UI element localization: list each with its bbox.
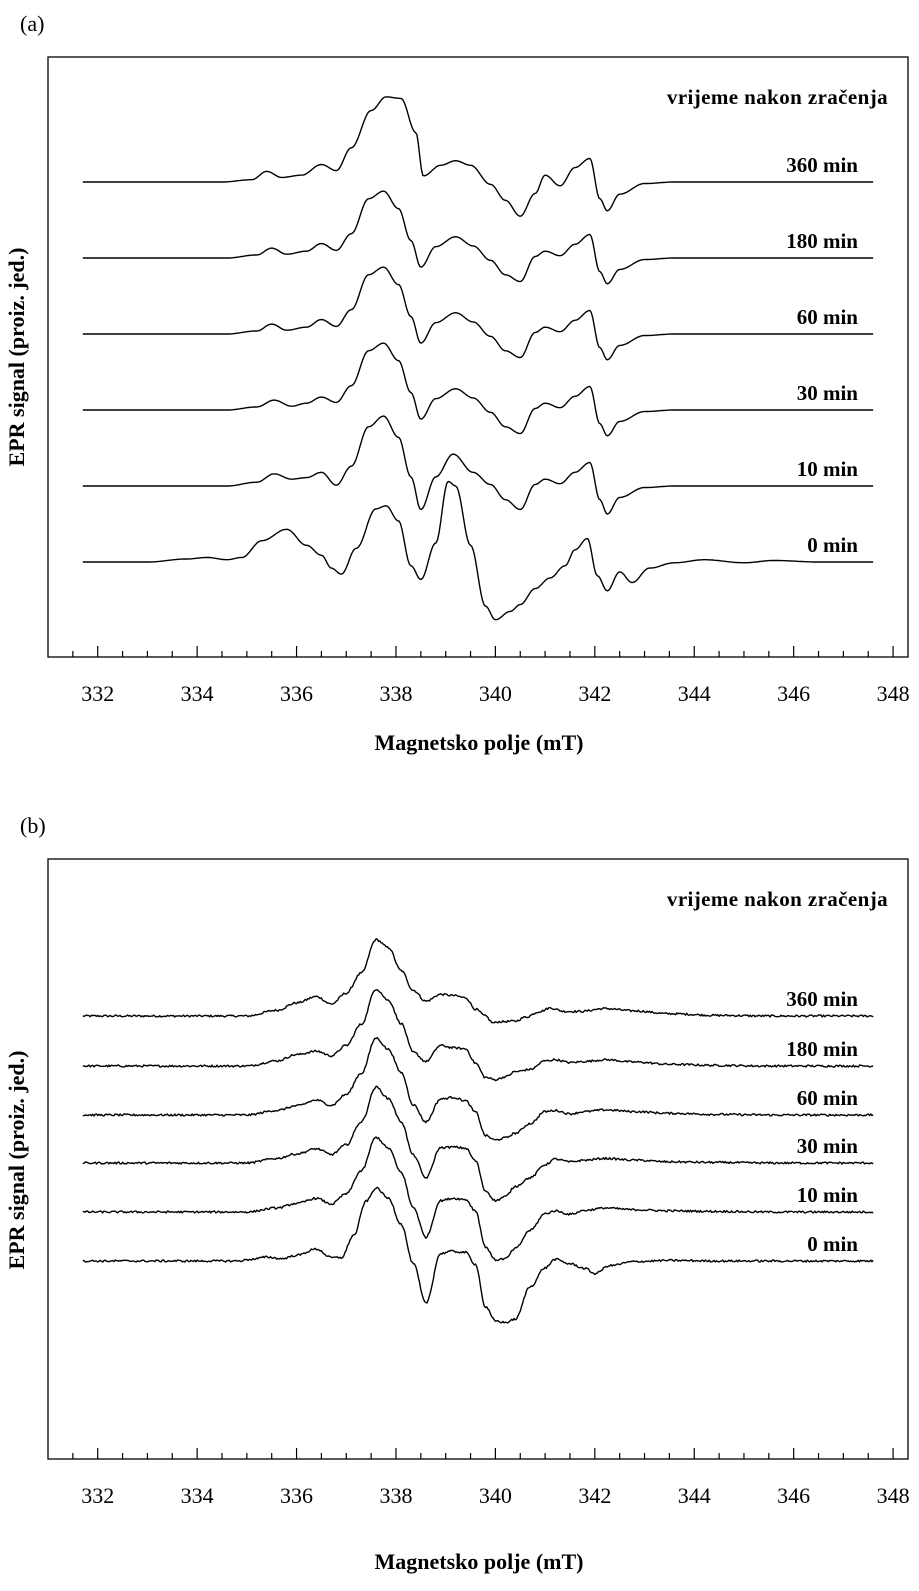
- panel-a: (a) 360 min 180 min 60 min 30 min 10 min 0 mi…: [4, 11, 910, 755]
- series-label-10-min: 10 min: [797, 457, 859, 481]
- series-label-60-min: 60 min: [797, 1086, 859, 1110]
- x-tick-label: 344: [678, 1483, 711, 1508]
- x-tick-label: 340: [479, 1483, 512, 1508]
- panel-b-letter: (b): [20, 813, 46, 838]
- series-label-360-min: 360 min: [786, 987, 858, 1011]
- x-tick-label: 334: [181, 681, 214, 706]
- panel-a-frame: [47, 56, 909, 658]
- epr-trace-10-min: [82, 415, 874, 515]
- panel-a-tick-labels: 332 334 336 338 340 342 344 346 348: [81, 681, 909, 706]
- panel-a-x-axis-title: Magnetsko polje (mT): [375, 730, 584, 755]
- x-tick-label: 346: [777, 681, 810, 706]
- epr-trace-180-min: [82, 190, 874, 285]
- panel-b-x-axis-title: Magnetsko polje (mT): [375, 1549, 584, 1574]
- series-label-30-min: 30 min: [797, 381, 859, 405]
- series-label-30-min: 30 min: [797, 1134, 859, 1158]
- panel-b-y-axis-title: EPR signal (proiz. jed.): [4, 1051, 29, 1270]
- epr-trace-180-min: [82, 989, 874, 1082]
- x-tick-label: 338: [379, 1483, 412, 1508]
- epr-trace-360-min: [82, 96, 874, 217]
- x-tick-label: 346: [777, 1483, 810, 1508]
- series-label-10-min: 10 min: [797, 1183, 859, 1207]
- epr-trace-60-min: [82, 266, 874, 361]
- x-tick-label: 348: [877, 681, 910, 706]
- x-tick-label: 338: [379, 681, 412, 706]
- panel-a-letter: (a): [20, 11, 44, 36]
- panel-b-frame: [47, 858, 909, 1460]
- x-tick-label: 348: [877, 1483, 910, 1508]
- x-tick-label: 336: [280, 1483, 313, 1508]
- panel-a-x-ticks: [72, 646, 894, 657]
- panel-b: (b) 360 min 180 min 60 min 30 min 10 min 0 mi…: [4, 813, 910, 1574]
- panel-a-legend-title: vrijeme nakon zračenja: [667, 85, 888, 109]
- series-label-0-min: 0 min: [807, 533, 858, 557]
- epr-trace-0-min: [82, 480, 874, 621]
- epr-trace-30-min: [82, 342, 874, 437]
- epr-trace-360-min: [82, 938, 874, 1024]
- x-tick-label: 342: [578, 1483, 611, 1508]
- panel-b-x-ticks: [72, 1448, 894, 1459]
- epr-trace-0-min: [82, 1186, 874, 1324]
- panel-b-legend-title: vrijeme nakon zračenja: [667, 887, 888, 911]
- series-label-0-min: 0 min: [807, 1232, 858, 1256]
- epr-trace-10-min: [82, 1136, 874, 1262]
- series-label-180-min: 180 min: [786, 229, 858, 253]
- epr-trace-60-min: [82, 1037, 874, 1141]
- x-tick-label: 332: [81, 681, 114, 706]
- x-tick-label: 342: [578, 681, 611, 706]
- panel-a-traces: 360 min 180 min 60 min 30 min 10 min 0 min: [82, 96, 874, 621]
- x-tick-label: 344: [678, 681, 711, 706]
- epr-trace-30-min: [82, 1085, 874, 1203]
- panel-b-tick-labels: 332 334 336 338 340 342 344 346 348: [81, 1483, 909, 1508]
- x-tick-label: 334: [181, 1483, 214, 1508]
- panel-b-traces: 360 min 180 min 60 min 30 min 10 min 0 min: [82, 938, 874, 1324]
- series-label-60-min: 60 min: [797, 305, 859, 329]
- x-tick-label: 340: [479, 681, 512, 706]
- x-tick-label: 336: [280, 681, 313, 706]
- series-label-180-min: 180 min: [786, 1037, 858, 1061]
- x-tick-label: 332: [81, 1483, 114, 1508]
- series-label-360-min: 360 min: [786, 153, 858, 177]
- panel-a-y-axis-title: EPR signal (proiz. jed.): [4, 248, 29, 467]
